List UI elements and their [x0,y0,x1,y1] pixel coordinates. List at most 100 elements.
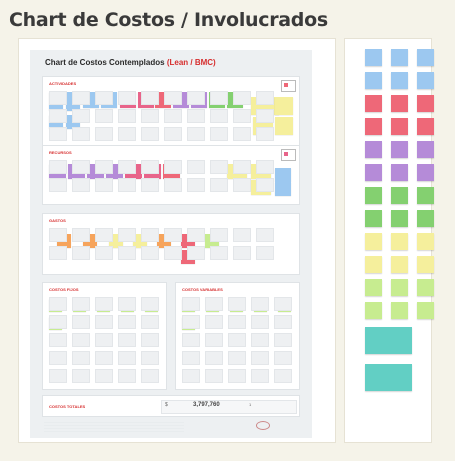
grid-cell[interactable] [210,91,228,105]
grid-cell[interactable] [164,228,182,242]
grid-cell[interactable] [118,297,136,311]
grid-cell[interactable] [118,351,136,365]
grid-cell[interactable] [118,109,136,123]
palette-note[interactable] [417,49,434,66]
section-gastos[interactable]: GASTOS [42,213,300,275]
grid-cell[interactable] [274,297,292,311]
grid-cell[interactable] [72,297,90,311]
palette-note[interactable] [391,164,408,181]
grid-cell[interactable] [251,315,269,329]
palette-note[interactable] [365,302,382,319]
grid-cell[interactable] [72,127,90,141]
grid-cell[interactable] [187,178,205,192]
palette-note[interactable] [391,279,408,296]
grid-cell[interactable] [141,351,159,365]
grid-cell[interactable] [141,315,159,329]
grid-cell[interactable] [164,246,182,260]
palette-note[interactable] [417,95,434,112]
grid-cell[interactable] [95,127,113,141]
grid-cell[interactable] [72,178,90,192]
grid-cell[interactable] [49,351,67,365]
grid-cell[interactable] [187,109,205,123]
grid-cell[interactable] [141,91,159,105]
grid-cell[interactable] [210,228,228,242]
grid-cell[interactable] [251,351,269,365]
grid-cell[interactable] [187,228,205,242]
palette-note[interactable] [391,95,408,112]
section-costos-variables[interactable]: COSTOS VARIABLES [175,282,300,390]
grid-cell[interactable] [205,333,223,347]
grid-cell[interactable] [187,246,205,260]
grid-cell[interactable] [256,160,274,174]
palette-note[interactable] [365,95,382,112]
grid-cell[interactable] [118,369,136,383]
sticky-note[interactable] [275,97,293,115]
grid-cell[interactable] [164,178,182,192]
palette-note[interactable] [391,233,408,250]
grid-cell[interactable] [256,228,274,242]
grid-cell[interactable] [118,91,136,105]
section-costos-totales[interactable]: COSTOS TOTALES $ 3,797,760 1 [42,395,300,417]
grid-cell[interactable] [49,333,67,347]
grid-cell[interactable] [118,333,136,347]
grid-cell[interactable] [49,91,67,105]
grid-cell[interactable] [187,160,205,174]
grid-cell[interactable] [72,315,90,329]
grid-cell[interactable] [210,246,228,260]
palette-note[interactable] [365,164,382,181]
grid-cell[interactable] [256,127,274,141]
grid-cell[interactable] [251,333,269,347]
grid-cell[interactable] [118,178,136,192]
section-costos-fijos[interactable]: COSTOS FIJOS [42,282,167,390]
grid-cell[interactable] [95,369,113,383]
grid-cell[interactable] [72,333,90,347]
grid-cell[interactable] [118,246,136,260]
palette-note[interactable] [417,164,434,181]
palette-note[interactable] [391,118,408,135]
palette-note[interactable] [391,187,408,204]
palette-note[interactable] [417,141,434,158]
grid-cell[interactable] [72,109,90,123]
grid-cell[interactable] [141,369,159,383]
grid-cell[interactable] [228,351,246,365]
grid-cell[interactable] [233,246,251,260]
sticky-note-palette[interactable] [344,38,434,443]
grid-cell[interactable] [72,228,90,242]
grid-cell[interactable] [187,91,205,105]
grid-cell[interactable] [95,297,113,311]
grid-cell[interactable] [228,297,246,311]
grid-cell[interactable] [141,160,159,174]
grid-cell[interactable] [233,160,251,174]
palette-note[interactable] [391,141,408,158]
grid-cell[interactable] [141,246,159,260]
grid-cell[interactable] [256,246,274,260]
grid-cell[interactable] [72,351,90,365]
grid-cell[interactable] [49,228,67,242]
grid-cell[interactable] [49,178,67,192]
grid-cell[interactable] [256,91,274,105]
grid-cell[interactable] [49,315,67,329]
chart-canvas[interactable]: Chart de Costos Contemplados (Lean / BMC… [30,50,312,438]
grid-cell[interactable] [49,369,67,383]
grid-cell[interactable] [118,228,136,242]
palette-note[interactable] [417,118,434,135]
grid-cell[interactable] [274,351,292,365]
grid-cell[interactable] [233,109,251,123]
palette-note[interactable] [391,302,408,319]
grid-cell[interactable] [95,315,113,329]
grid-cell[interactable] [95,160,113,174]
palette-note[interactable] [391,72,408,89]
grid-cell[interactable] [210,109,228,123]
palette-note[interactable] [391,210,408,227]
grid-cell[interactable] [164,127,182,141]
palette-wide-note[interactable] [365,327,412,354]
grid-cell[interactable] [141,127,159,141]
palette-note[interactable] [365,72,382,89]
grid-cell[interactable] [182,369,200,383]
grid-cell[interactable] [95,178,113,192]
grid-cell[interactable] [274,369,292,383]
grid-cell[interactable] [251,297,269,311]
grid-cell[interactable] [95,91,113,105]
grid-cell[interactable] [251,369,269,383]
grid-cell[interactable] [256,178,274,192]
